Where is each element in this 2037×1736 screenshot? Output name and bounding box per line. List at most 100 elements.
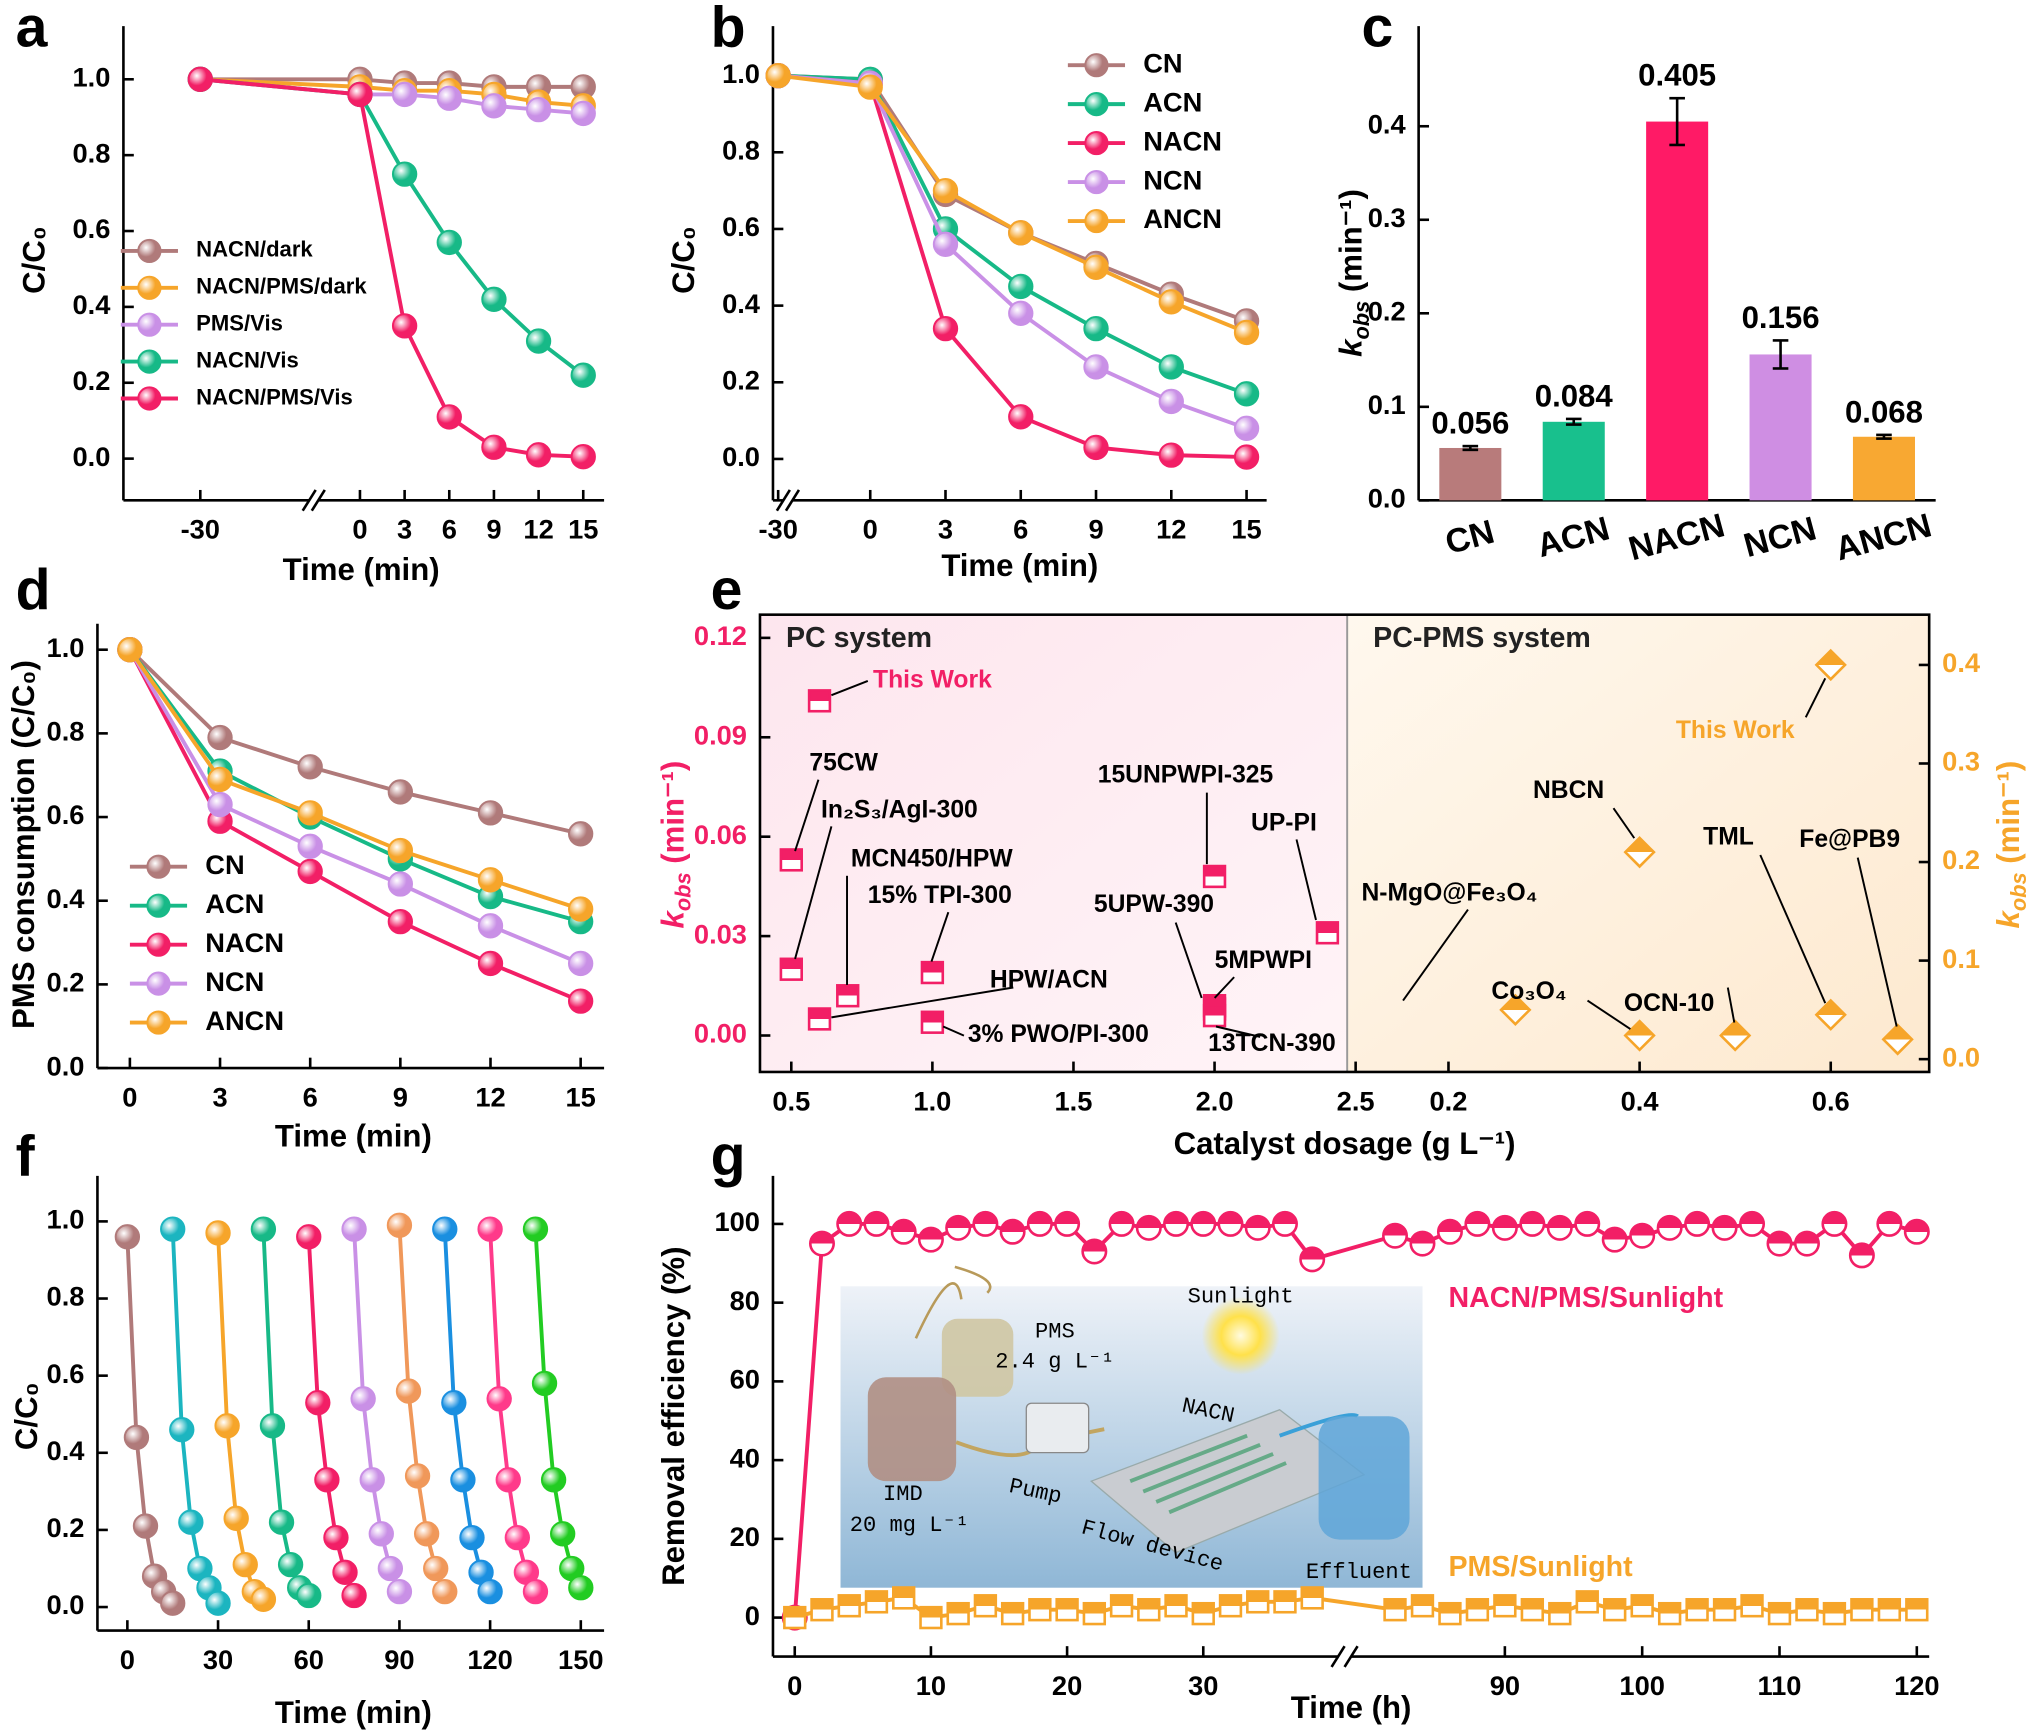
point-label: 3% PWO/PI-300	[968, 1021, 1149, 1048]
axis-label: C/C₀	[9, 1382, 44, 1450]
legend-label: ACN	[1143, 86, 1202, 117]
marker	[525, 442, 552, 468]
x-tick-label: 0.5	[772, 1085, 810, 1116]
marker	[1028, 1598, 1052, 1622]
marker	[567, 950, 594, 977]
marker	[350, 1386, 376, 1412]
marker	[297, 833, 323, 859]
marker	[567, 988, 594, 1014]
marker	[1382, 1222, 1409, 1249]
axis-label: Catalyst dosage (g L⁻¹)	[1174, 1126, 1516, 1161]
marker	[432, 1216, 458, 1242]
inset-label: Effluent	[1306, 1560, 1412, 1585]
inset-label: 2.4 g L⁻¹	[995, 1349, 1114, 1374]
y2-tick-label: 0.1	[1942, 943, 1980, 974]
y-tick-label: 20	[730, 1521, 760, 1552]
x-tick-label: 2.5	[1337, 1085, 1375, 1116]
marker	[1271, 1210, 1298, 1237]
x-tick-label: 120	[467, 1644, 512, 1675]
axis-label: C/C₀	[17, 226, 52, 294]
marker	[570, 362, 596, 388]
data-line	[125, 1236, 175, 1605]
marker	[1008, 273, 1034, 300]
marker	[481, 93, 507, 119]
marker	[857, 74, 883, 100]
marker	[1008, 300, 1034, 326]
leader-line	[1295, 839, 1317, 921]
legend-label: NACN/dark	[196, 237, 313, 262]
marker	[459, 1524, 485, 1551]
marker	[232, 1551, 258, 1578]
marker	[214, 1413, 240, 1439]
value-label: 0.405	[1638, 58, 1716, 93]
y-tick-label: 0.0	[722, 441, 760, 472]
marker	[387, 908, 414, 935]
x-tick-label: 0	[122, 1081, 137, 1112]
x-tick-label: CN	[1441, 513, 1498, 562]
marker	[123, 1424, 150, 1451]
marker	[160, 1216, 186, 1242]
marker	[223, 1505, 249, 1532]
axis-label-part: obs	[2006, 872, 2031, 911]
marker	[1108, 1210, 1135, 1237]
axis-frame	[758, 613, 1931, 1074]
marker	[146, 932, 171, 957]
marker	[146, 1010, 171, 1035]
marker	[932, 177, 959, 204]
leader-line	[831, 680, 869, 697]
marker	[1739, 1210, 1766, 1237]
y-tick-label: 0.8	[47, 1281, 85, 1312]
marker	[137, 238, 162, 264]
x-tick-label: NCN	[1740, 509, 1820, 565]
marker	[1410, 1594, 1435, 1618]
axis-break	[1343, 1645, 1359, 1668]
marker	[268, 1509, 295, 1535]
marker	[481, 286, 507, 312]
marker	[1493, 1594, 1517, 1618]
marker	[160, 1590, 186, 1616]
marker	[1719, 1019, 1752, 1052]
y-tick-label: 1.0	[47, 632, 85, 663]
axis-break	[784, 489, 801, 512]
marker	[359, 1467, 385, 1493]
legend-label: NACN	[1143, 125, 1222, 156]
point-label: NBCN	[1533, 777, 1604, 804]
axis-label: PMS consumption (C/C₀)	[6, 660, 41, 1029]
marker	[1084, 53, 1109, 78]
data-line	[261, 1229, 311, 1597]
marker	[1233, 319, 1260, 346]
x-tick-label: 110	[1757, 1670, 1801, 1701]
legend-label: ANCN	[1143, 203, 1222, 234]
marker	[495, 1467, 521, 1493]
marker	[1546, 1214, 1573, 1241]
marker	[1574, 1210, 1601, 1237]
marker	[297, 754, 323, 780]
leader-line	[1215, 1025, 1261, 1038]
marker	[779, 957, 803, 981]
axis-label: kobs (min⁻¹)	[656, 761, 696, 929]
marker	[1083, 315, 1109, 342]
marker	[132, 1513, 159, 1539]
inset-label: PMS	[1035, 1320, 1075, 1345]
marker	[920, 960, 945, 985]
marker	[207, 724, 233, 751]
marker	[522, 1216, 549, 1242]
marker	[1158, 442, 1184, 468]
panel-letter: d	[16, 558, 51, 622]
marker	[205, 1220, 231, 1246]
marker	[1822, 1601, 1847, 1626]
bar	[1749, 354, 1812, 501]
marker	[477, 867, 504, 893]
marker	[477, 913, 504, 939]
marker	[1244, 1214, 1271, 1241]
x-tick-label: 90	[384, 1644, 414, 1675]
x-tick-label: 9	[486, 514, 501, 545]
marker	[890, 1218, 917, 1245]
marker	[917, 1226, 944, 1253]
marker	[1054, 1210, 1081, 1237]
point-label: HPW/ACN	[990, 967, 1108, 994]
panel-letter: g	[711, 1124, 746, 1188]
point-label: 13TCN-390	[1208, 1030, 1336, 1057]
x-tick-label: 3	[397, 514, 412, 545]
marker	[864, 1590, 889, 1614]
